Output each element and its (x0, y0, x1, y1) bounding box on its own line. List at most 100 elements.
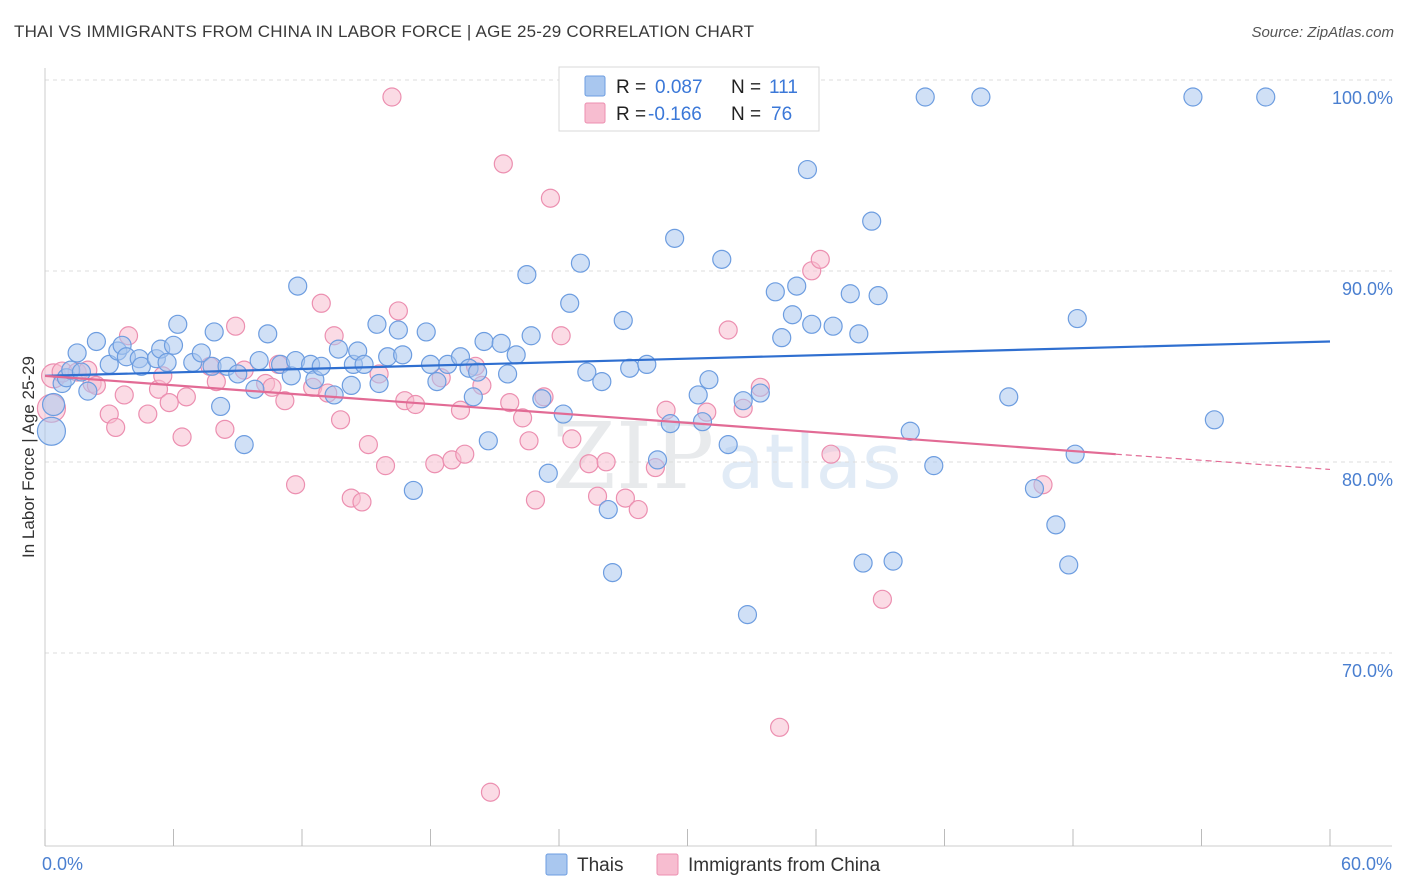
y-tick-labels: 70.0% 80.0% 90.0% 100.0% (1332, 88, 1393, 681)
china-point-68 (769, 717, 790, 737)
thais-point-24 (211, 396, 231, 417)
thais-point-5 (67, 343, 87, 363)
thais-point-93 (797, 159, 818, 180)
thais-point-109 (1059, 555, 1079, 575)
thais-point-8 (86, 331, 107, 352)
watermark-atlas: atlas (718, 417, 902, 506)
thais-point-28 (245, 379, 265, 399)
thais-point-95 (823, 316, 843, 336)
thais-point-96 (840, 284, 860, 304)
thais-point-58 (474, 331, 494, 352)
china-point-31 (330, 410, 351, 430)
y-axis-title: In Labor Force | Age 25-29 (19, 356, 38, 558)
chart-title: THAI VS IMMIGRANTS FROM CHINA IN LABOR F… (14, 22, 755, 41)
thais-point-105 (971, 87, 991, 107)
thais-point-101 (883, 551, 903, 571)
x-ticks (44, 829, 1331, 846)
legend-r-label-1: R = (616, 104, 646, 125)
bottom-legend-swatch-thais (545, 853, 568, 876)
y-tick-label-80: 80.0% (1342, 470, 1393, 490)
legend-swatch-china (584, 102, 606, 124)
legend-n-value-1: 76 (771, 104, 792, 125)
china-point-41 (425, 454, 445, 474)
thais-point-92 (787, 276, 807, 296)
china-point-11 (138, 404, 158, 424)
legend-r-label-0: R = (616, 77, 646, 98)
china-point-49 (493, 154, 513, 174)
thais-point-81 (688, 385, 708, 405)
thais-point-44 (367, 314, 387, 334)
thais-point-26 (228, 364, 248, 384)
series-legend: Thais Immigrants from China (545, 853, 881, 876)
thais-point-19 (168, 314, 188, 334)
thais-point-61 (498, 364, 518, 384)
thais-point-40 (341, 375, 361, 396)
legend-swatch-thais (584, 75, 606, 97)
thais-point-100 (868, 286, 888, 306)
thais-point-112 (1183, 87, 1203, 107)
thais-point-48 (393, 345, 413, 365)
thais-point-86 (733, 391, 753, 411)
thais-point-57 (468, 362, 488, 382)
y-tick-label-70: 70.0% (1342, 661, 1393, 681)
china-point-72 (872, 589, 892, 609)
china-point-45 (455, 444, 475, 464)
thais-point-98 (853, 553, 873, 573)
thais-point-52 (427, 371, 447, 392)
thais-point-90 (772, 328, 792, 348)
thais-point-49 (403, 480, 423, 501)
china-point-16 (176, 387, 196, 407)
thais-point-103 (915, 87, 935, 107)
thais-point-43 (354, 354, 374, 374)
thais-point-0 (36, 416, 67, 446)
china-point-15 (172, 427, 192, 447)
thais-point-6 (71, 362, 92, 382)
thais-point-66 (538, 463, 558, 483)
thais-point-63 (517, 265, 537, 285)
china-point-26 (285, 475, 306, 495)
china-point-25 (275, 391, 295, 411)
china-point-48 (480, 782, 501, 802)
china-point-61 (615, 488, 635, 508)
thais-point-29 (249, 350, 269, 371)
thais-point-69 (570, 253, 591, 273)
thais-point-78 (647, 450, 668, 470)
thais-point-17 (157, 352, 177, 373)
thais-point-70 (577, 362, 597, 382)
thais-point-111 (1067, 308, 1087, 329)
axes (44, 68, 1392, 847)
thais-point-59 (478, 431, 498, 451)
thais-point-106 (999, 387, 1019, 407)
china-point-58 (579, 454, 599, 474)
thais-point-87 (737, 605, 758, 625)
thais-point-71 (592, 371, 612, 392)
china-point-66 (718, 320, 738, 340)
thais-point-77 (637, 354, 657, 374)
y-tick-label-90: 90.0% (1342, 279, 1393, 299)
thais-point-18 (163, 335, 184, 355)
thais-point-34 (288, 276, 308, 296)
thais-point-60 (491, 333, 511, 353)
thais-point-30 (258, 324, 278, 344)
thais-point-39 (328, 339, 349, 359)
thais-point-113 (1204, 410, 1224, 430)
thais-point-38 (324, 385, 344, 405)
china-point-28 (311, 293, 331, 313)
china-point-20 (226, 316, 246, 336)
thais-point-79 (660, 414, 680, 434)
thais-point-62 (506, 345, 526, 365)
thais-point-94 (802, 314, 822, 334)
trend-line-china-extension (1115, 453, 1331, 471)
thais-point-99 (862, 211, 882, 231)
china-point-53 (525, 490, 546, 510)
source-credit: Source: ZipAtlas.com (1251, 24, 1394, 41)
thais-point-45 (369, 373, 389, 394)
bottom-legend-label-china: Immigrants from China (688, 855, 881, 876)
china-point-71 (821, 444, 841, 464)
thais-point-83 (699, 370, 719, 390)
x-tick-label-min: 0.0% (42, 854, 83, 874)
china-point-70 (810, 249, 830, 269)
thais-point-7 (78, 381, 98, 401)
thais-point-68 (560, 293, 580, 313)
y-tick-label-100: 100.0% (1332, 88, 1393, 108)
